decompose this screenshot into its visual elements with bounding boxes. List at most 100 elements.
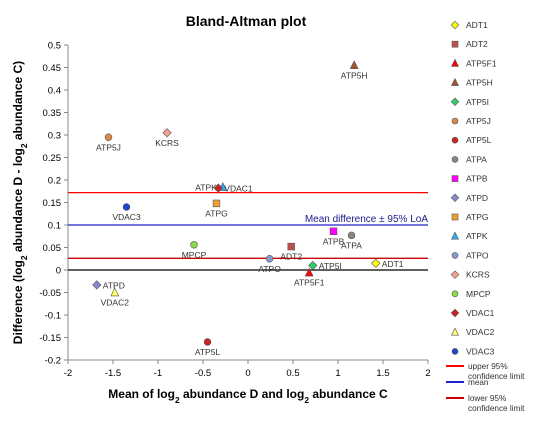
legend-item-mpcp: MPCP	[451, 289, 491, 299]
point-label-kcrs: KCRS	[155, 138, 179, 148]
x-tick-label: 1.5	[376, 368, 389, 379]
y-tick-label: 0.35	[43, 108, 62, 119]
point-label-atp5i: ATP5I	[319, 261, 342, 271]
point-label-atp5l: ATP5L	[195, 347, 221, 357]
y-axis-label: Difference (log2 abundance D - log2 abun…	[11, 61, 29, 344]
data-points: ADT1ADT2ATP5F1ATP5HATP5IATP5JATP5LATPAAT…	[92, 60, 404, 357]
data-point-vdac1	[213, 183, 223, 193]
legend-label: KCRS	[466, 270, 490, 280]
legend-label: mean	[468, 378, 489, 387]
data-point-atp5f1	[304, 267, 314, 277]
y-tick-label: -0.1	[45, 311, 61, 322]
legend-label: ATP5I	[466, 97, 489, 107]
x-tick-label: -1.5	[105, 368, 121, 379]
legend-label: lower 95% confidence limit	[468, 394, 525, 413]
data-point-adt1	[371, 258, 381, 268]
legend-label: ATP5J	[466, 116, 491, 126]
legend: ADT1 ADT2 ATP5F1 ATP5H ATP5I ATP5J ATP5L ATPA AT…	[446, 20, 525, 413]
legend-item-atp5f1: ATP5F1	[451, 58, 497, 68]
data-point-atp5j	[104, 133, 113, 141]
legend-marker	[451, 213, 459, 221]
legend-label: ATPO	[466, 250, 489, 260]
legend-label: ATPG	[466, 212, 489, 222]
x-axis-title: Mean of log2 abundance D and log2 abunda…	[108, 387, 388, 405]
legend-item-line: upper 95% confidence limit	[446, 362, 525, 381]
legend-item-line: lower 95% confidence limit	[446, 394, 525, 413]
data-point-atp5i	[308, 260, 318, 271]
y-tick-label: 0.5	[48, 41, 61, 52]
legend-label: ATPB	[466, 174, 488, 184]
legend-item-vdac2: VDAC2	[451, 327, 495, 337]
point-label-atpo: ATPO	[258, 264, 281, 274]
mean-difference-annotation: Mean difference ± 95% LoA	[305, 214, 428, 225]
point-label-atpg: ATPG	[205, 208, 228, 218]
point-label-atpk: ATPK	[195, 183, 217, 193]
data-point-atpg	[212, 199, 221, 208]
point-label-mpcp: MPCP	[182, 250, 207, 260]
y-tick-label: -0.05	[39, 288, 61, 299]
y-tick-label: 0.2	[48, 176, 61, 187]
legend-marker	[451, 136, 459, 144]
y-axis-title: Difference (log2 abundance D - log2 abun…	[11, 61, 29, 344]
legend-marker	[451, 175, 459, 182]
legend-marker	[450, 193, 460, 203]
data-point-atpo	[265, 255, 274, 263]
y-tick-label: 0.05	[43, 243, 62, 254]
reference-lines	[68, 191, 428, 271]
legend-label: ATP5L	[466, 135, 492, 145]
data-point-atp5l	[203, 338, 212, 346]
x-tick-label: -2	[64, 368, 72, 379]
y-tick-label: 0.1	[48, 221, 61, 232]
point-label-atp5h: ATP5H	[341, 70, 368, 80]
legend-item-atp5i: ATP5I	[450, 97, 489, 107]
legend-item-kcrs: KCRS	[450, 270, 490, 280]
point-label-atp5j: ATP5J	[96, 142, 121, 152]
legend-item-line: mean	[446, 378, 489, 387]
legend-label: ADT2	[466, 39, 488, 49]
data-point-vdac3	[122, 203, 131, 211]
legend-label: ATPK	[466, 231, 488, 241]
x-axis-label: Mean of log2 abundance D and log2 abunda…	[108, 387, 388, 405]
legend-marker	[450, 20, 460, 30]
legend-item-atpg: ATPG	[451, 212, 489, 222]
x-tick-label: 0	[245, 368, 250, 379]
legend-marker	[451, 327, 459, 336]
legend-marker	[450, 270, 460, 279]
y-tick-label: 0.15	[43, 198, 62, 209]
plot-axes: -0.2 -0.15 -0.1 -0.05 0 0.05 0.1 0.15 0.2 0.25 0.3…	[39, 41, 430, 380]
legend-marker	[450, 308, 460, 318]
point-label-vdac1: VDAC1	[224, 184, 253, 194]
legend-label: ATP5H	[466, 78, 493, 88]
y-tick-label: 0.3	[48, 131, 61, 142]
legend-item-adt2: ADT2	[451, 39, 488, 49]
legend-marker	[451, 252, 459, 259]
y-tick-label: 0.4	[48, 86, 61, 97]
data-point-atpa	[347, 231, 356, 240]
y-tick-label: -0.15	[39, 333, 61, 344]
legend-item-atpo: ATPO	[451, 250, 489, 260]
legend-label: VDAC3	[466, 346, 495, 356]
legend-label: ATP5F1	[466, 58, 497, 68]
data-point-atpd	[92, 280, 102, 290]
legend-item-vdac3: VDAC3	[451, 346, 495, 356]
legend-item-atpb: ATPB	[451, 174, 488, 184]
point-label-adt1: ADT1	[382, 259, 404, 269]
legend-label: ATPD	[466, 193, 488, 203]
legend-item-atpa: ATPA	[451, 154, 487, 164]
point-label-vdac2: VDAC2	[101, 298, 130, 308]
legend-item-atp5j: ATP5J	[451, 116, 491, 126]
legend-marker	[451, 117, 459, 125]
legend-label: ATPA	[466, 154, 487, 164]
legend-item-adt1: ADT1	[450, 20, 488, 30]
x-tick-label: 0.5	[286, 368, 299, 379]
legend-label: VDAC1	[466, 308, 495, 318]
legend-marker	[451, 231, 459, 240]
data-point-atp5h	[349, 60, 359, 69]
point-label-adt2: ADT2	[280, 252, 302, 262]
y-tick-label: 0.25	[43, 153, 62, 164]
legend-marker	[450, 97, 460, 107]
point-label-atpb: ATPB	[323, 236, 345, 246]
data-point-kcrs	[162, 128, 172, 138]
point-label-atp5f1: ATP5F1	[294, 278, 325, 288]
